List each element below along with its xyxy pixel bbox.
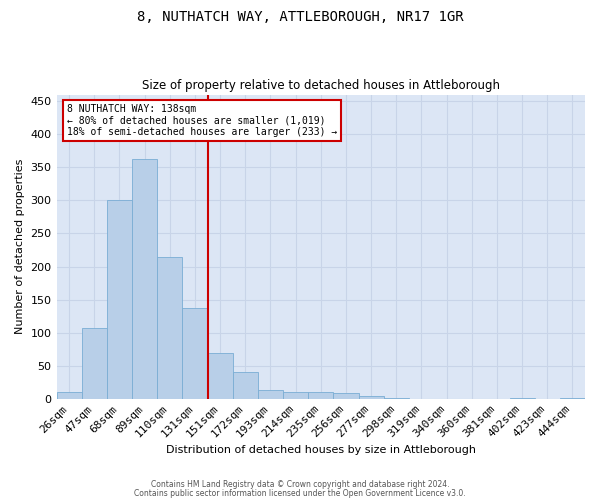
Bar xyxy=(182,308,208,399)
Bar xyxy=(233,372,258,399)
Bar xyxy=(132,160,157,399)
Text: Contains public sector information licensed under the Open Government Licence v3: Contains public sector information licen… xyxy=(134,488,466,498)
Text: 8, NUTHATCH WAY, ATTLEBOROUGH, NR17 1GR: 8, NUTHATCH WAY, ATTLEBOROUGH, NR17 1GR xyxy=(137,10,463,24)
Bar xyxy=(208,352,233,399)
Text: Contains HM Land Registry data © Crown copyright and database right 2024.: Contains HM Land Registry data © Crown c… xyxy=(151,480,449,489)
Bar xyxy=(258,390,283,399)
X-axis label: Distribution of detached houses by size in Attleborough: Distribution of detached houses by size … xyxy=(166,445,476,455)
Bar xyxy=(82,328,107,399)
Bar xyxy=(283,392,308,399)
Bar xyxy=(334,393,359,399)
Text: 8 NUTHATCH WAY: 138sqm
← 80% of detached houses are smaller (1,019)
18% of semi-: 8 NUTHATCH WAY: 138sqm ← 80% of detached… xyxy=(67,104,337,137)
Bar xyxy=(509,398,535,399)
Bar xyxy=(560,398,585,399)
Bar xyxy=(157,256,182,399)
Title: Size of property relative to detached houses in Attleborough: Size of property relative to detached ho… xyxy=(142,79,500,92)
Bar xyxy=(308,392,334,399)
Bar xyxy=(56,392,82,399)
Y-axis label: Number of detached properties: Number of detached properties xyxy=(15,159,25,334)
Bar xyxy=(359,396,383,399)
Bar xyxy=(107,200,132,399)
Bar xyxy=(383,398,409,399)
